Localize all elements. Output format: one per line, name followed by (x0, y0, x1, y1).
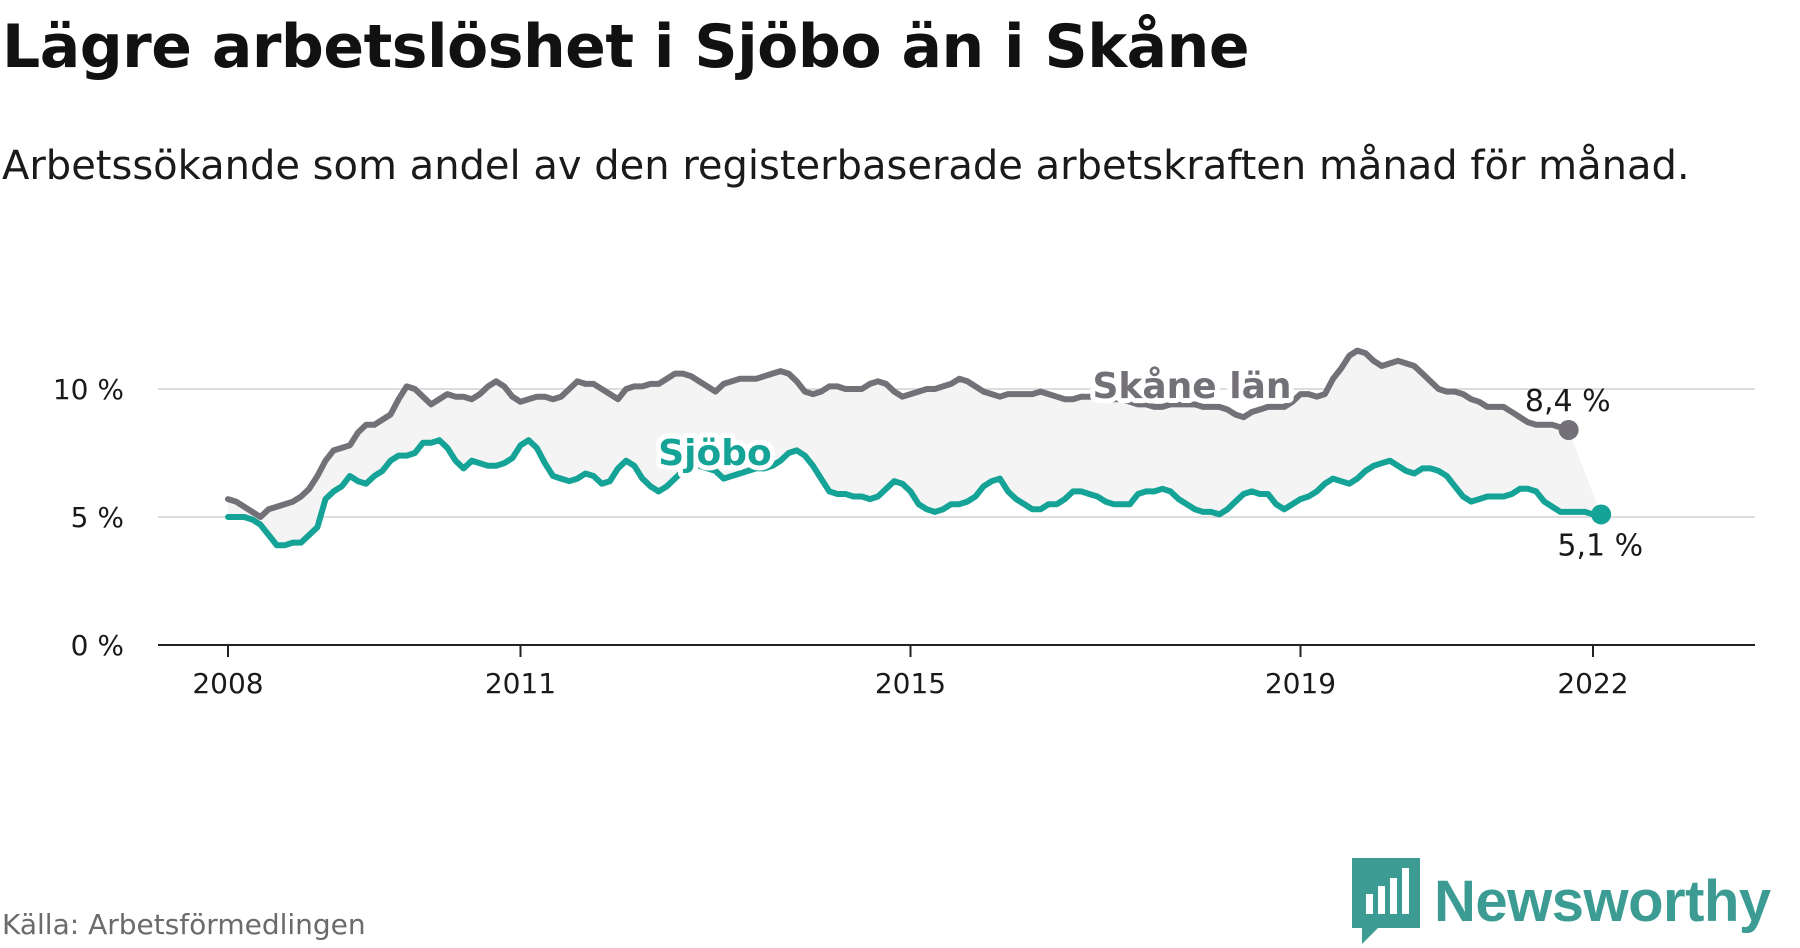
newsworthy-logo-icon (1352, 858, 1420, 944)
chart-subtitle: Arbetssökande som andel av den registerb… (2, 143, 1690, 189)
x-tick-label: 2019 (1265, 667, 1336, 700)
chart-title: Lägre arbetslöshet i Sjöbo än i Skåne (2, 12, 1250, 82)
y-tick-label: 10 % (53, 373, 124, 406)
y-tick-label: 5 % (71, 501, 124, 534)
end-label-sjobo: 5,1 % (1557, 528, 1643, 563)
end-dot-sjobo (1591, 504, 1612, 525)
x-axis: 2008 2011 2015 2019 2022 (158, 644, 1755, 700)
y-tick-label: 0 % (71, 629, 124, 662)
series-labels: 8,4 % 5,1 % Skåne län Sjöbo (653, 361, 1643, 563)
source-note: Källa: Arbetsförmedlingen (2, 908, 366, 941)
difference-band (228, 350, 1602, 546)
x-tick-label: 2011 (485, 667, 556, 700)
line-chart: 0 % 5 % 10 % 2008 2011 2015 2019 2022 8,4 % 5,1… (53, 347, 1755, 700)
series-label-skane-lan: Skåne län (1092, 366, 1291, 407)
newsworthy-logo: Newsworthy (1348, 856, 1771, 946)
x-tick-label: 2015 (875, 667, 946, 700)
series-line-skane-lan (225, 347, 1572, 520)
x-tick-label: 2008 (192, 667, 263, 700)
newsworthy-logo-text: Newsworthy (1434, 868, 1771, 934)
x-tick-label: 2022 (1557, 667, 1628, 700)
end-label-skane-lan: 8,4 % (1525, 384, 1611, 419)
series-label-sjobo: Sjöbo (658, 433, 772, 474)
series-line-sjobo (225, 437, 1605, 549)
end-dot-skane-lan (1558, 419, 1579, 440)
